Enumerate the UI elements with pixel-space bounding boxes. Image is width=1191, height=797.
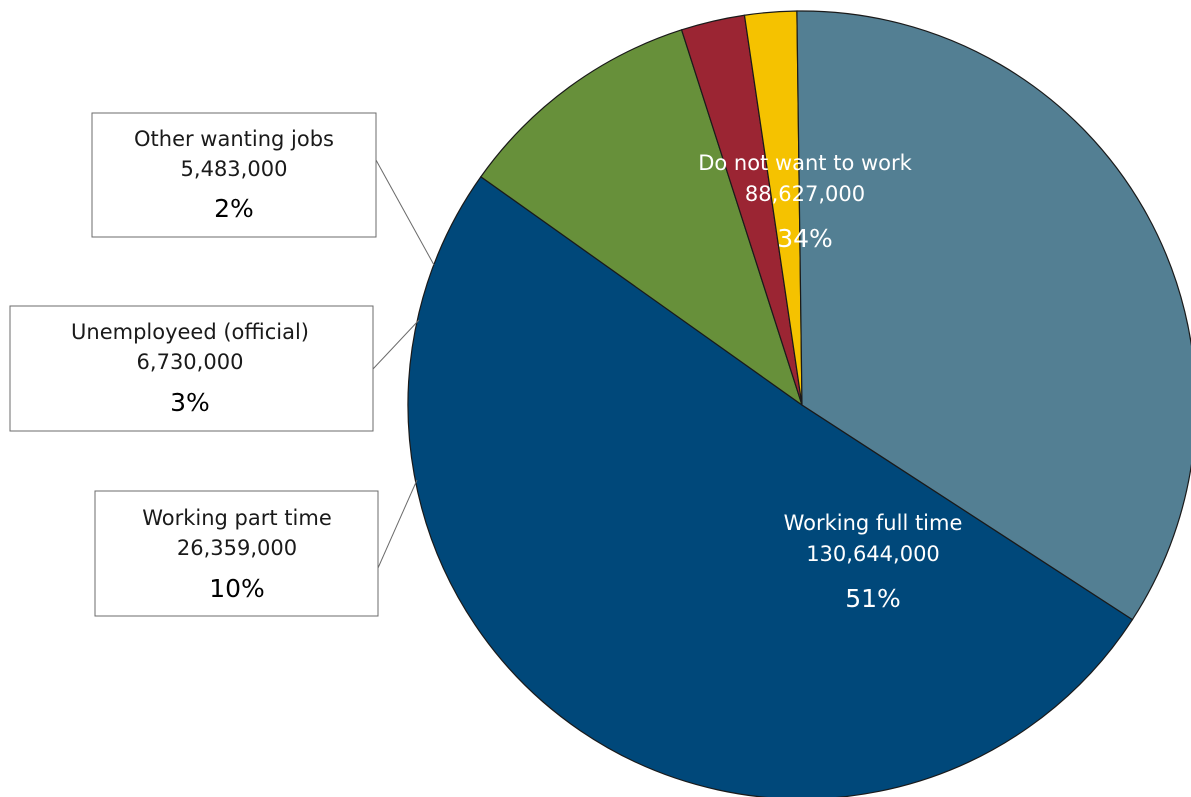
callout-label-value: 5,483,000 <box>181 157 288 181</box>
callout-label-value: 6,730,000 <box>137 350 244 374</box>
callout-label-name: Unemployeed (official) <box>71 320 309 344</box>
callout-unemployeed-official: Unemployeed (official) 6,730,000 3% <box>9 305 374 432</box>
callout-box <box>94 490 379 617</box>
leader-line-unemployeed-official <box>372 319 420 370</box>
slice-label-percent: 34% <box>777 224 833 253</box>
pie-slice-working-full-time <box>407 175 1134 797</box>
leader-line-other-wanting-jobs <box>375 159 435 266</box>
callout-label-name: Working part time <box>142 506 332 530</box>
leader-line-working-part-time <box>377 479 418 569</box>
slice-label-percent: 51% <box>845 584 901 613</box>
slice-label-do-not-want-to-work: Do not want to work 88,627,000 34% <box>698 151 912 253</box>
pie-slice-do-not-want-to-work <box>796 10 1191 621</box>
slice-label-value: 130,644,000 <box>806 542 940 566</box>
pie-slice-working-part-time <box>480 29 804 407</box>
slice-label-name: Do not want to work <box>698 151 912 175</box>
callout-label-value: 26,359,000 <box>177 536 297 560</box>
callout-label-percent: 2% <box>214 194 254 223</box>
callout-box <box>91 112 377 238</box>
pie-slices <box>407 10 1191 797</box>
callout-label-percent: 10% <box>209 574 265 603</box>
pie-labels: Working full time 130,644,000 51% Working p… <box>9 112 963 617</box>
slice-label-value: 88,627,000 <box>745 182 865 206</box>
callout-leader-lines <box>372 159 435 569</box>
slice-label-name: Working full time <box>784 511 963 535</box>
callout-working-part-time: Working part time 26,359,000 10% <box>94 490 379 617</box>
callout-label-percent: 3% <box>170 388 210 417</box>
callout-label-name: Other wanting jobs <box>134 127 334 151</box>
callout-other-wanting-jobs: Other wanting jobs 5,483,000 2% <box>91 112 377 238</box>
callout-box <box>9 305 374 432</box>
slice-label-working-full-time: Working full time 130,644,000 51% <box>784 511 963 613</box>
